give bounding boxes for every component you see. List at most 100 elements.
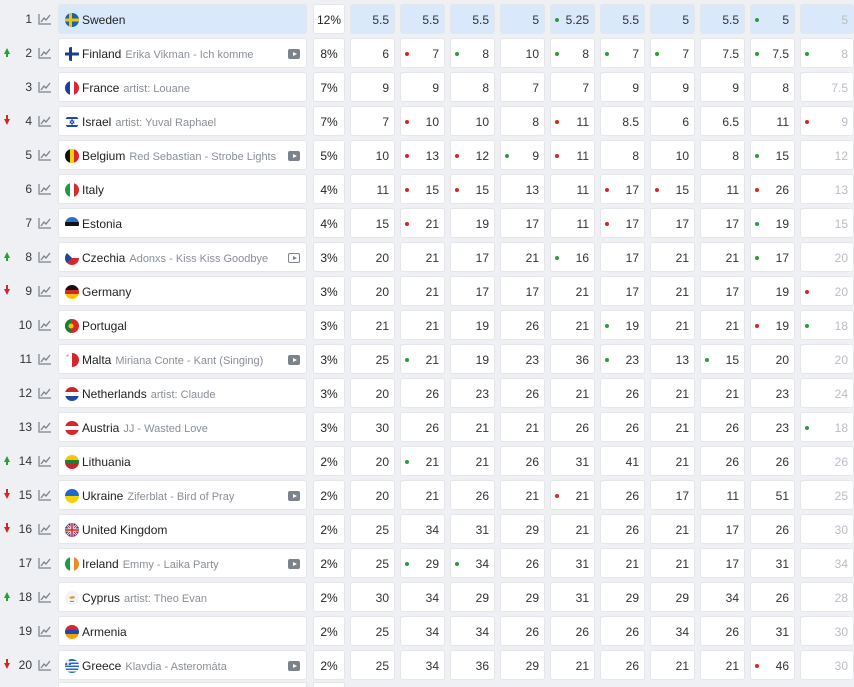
trend-chart-icon[interactable]	[38, 319, 52, 331]
table-row[interactable]: 13 Austria JJ - Wasted Love 3% 30 26 21 21 26 26 2…	[0, 412, 854, 446]
odds-cell[interactable]: 34	[450, 548, 495, 578]
odds-cell[interactable]: 41	[600, 446, 645, 476]
odds-cell[interactable]: 15	[750, 140, 795, 170]
odds-cell[interactable]: 20	[800, 276, 854, 306]
table-row[interactable]: 11 Malta Miriana Conte - Kant (Singing) 3% 2…	[0, 344, 854, 378]
odds-cell[interactable]: 13	[400, 140, 445, 170]
video-play-icon[interactable]	[288, 253, 300, 263]
trend-chart-icon[interactable]	[38, 285, 52, 297]
table-row[interactable]: 3 France artist: Louane 7% 9 9 8 7 7 9 9 9 8 7.5	[0, 72, 854, 106]
odds-cell[interactable]: 34	[400, 616, 445, 646]
country-cell[interactable]: Armenia	[58, 616, 307, 646]
odds-cell[interactable]: 7	[550, 72, 595, 102]
table-row[interactable]: 15 Ukraine Ziferblat - Bird of Pray 2% 20 21 2…	[0, 480, 854, 514]
odds-cell[interactable]: 17	[450, 276, 495, 306]
odds-cell[interactable]: 9	[800, 106, 854, 136]
odds-cell[interactable]: 5	[500, 4, 545, 34]
odds-cell[interactable]: 7	[400, 38, 445, 68]
odds-cell[interactable]: 21	[550, 310, 595, 340]
odds-cell[interactable]: 10	[500, 38, 545, 68]
odds-cell[interactable]: 21	[650, 650, 695, 680]
odds-cell[interactable]: 25	[350, 650, 395, 680]
odds-cell[interactable]: 5	[650, 4, 695, 34]
table-row[interactable]: 5 Belgium Red Sebastian - Strobe Lights 5% 1…	[0, 140, 854, 174]
odds-cell[interactable]: 11	[700, 174, 745, 204]
odds-cell[interactable]: 36	[550, 344, 595, 374]
odds-cell[interactable]: 26	[500, 616, 545, 646]
trend-chart-icon[interactable]	[38, 659, 52, 671]
odds-cell[interactable]: 23	[750, 378, 795, 408]
odds-cell[interactable]: 17	[600, 208, 645, 238]
odds-cell[interactable]: 20	[800, 344, 854, 374]
odds-cell[interactable]: 21	[550, 480, 595, 510]
odds-cell[interactable]: 19	[750, 276, 795, 306]
odds-cell[interactable]: 29	[400, 548, 445, 578]
odds-cell[interactable]: 26	[500, 310, 545, 340]
country-cell[interactable]: Estonia	[58, 208, 307, 238]
odds-cell[interactable]: 34	[450, 616, 495, 646]
country-cell[interactable]: Lithuania	[58, 446, 307, 476]
odds-cell[interactable]: 34	[400, 582, 445, 612]
odds-cell[interactable]: 26	[600, 412, 645, 442]
odds-cell[interactable]: 20	[800, 242, 854, 272]
odds-cell[interactable]: 34	[700, 582, 745, 612]
country-cell[interactable]: Cyprus artist: Theo Evan	[58, 582, 307, 612]
odds-cell[interactable]: 17	[450, 242, 495, 272]
odds-cell[interactable]: 7	[500, 72, 545, 102]
country-cell[interactable]: Belgium Red Sebastian - Strobe Lights	[58, 140, 307, 170]
trend-chart-icon[interactable]	[38, 591, 52, 603]
odds-cell[interactable]: 34	[400, 650, 445, 680]
odds-cell[interactable]: 19	[750, 208, 795, 238]
odds-cell[interactable]: 11	[550, 106, 595, 136]
odds-cell[interactable]: 17	[700, 276, 745, 306]
odds-cell[interactable]: 17	[750, 242, 795, 272]
odds-cell[interactable]: 26	[500, 446, 545, 476]
odds-cell[interactable]: 26	[400, 378, 445, 408]
trend-chart-icon[interactable]	[38, 81, 52, 93]
odds-cell[interactable]: 17	[500, 276, 545, 306]
table-row[interactable]: 6 Italy 4% 11 15 15 13 11 17 15 11 26 13	[0, 174, 854, 208]
odds-cell[interactable]: 30	[800, 514, 854, 544]
odds-cell[interactable]: 21	[400, 310, 445, 340]
odds-cell[interactable]: 17	[500, 208, 545, 238]
odds-cell[interactable]: 5.25	[550, 4, 595, 34]
odds-cell[interactable]: 6.5	[700, 106, 745, 136]
trend-chart-icon[interactable]	[38, 217, 52, 229]
odds-cell[interactable]: 8	[700, 140, 745, 170]
odds-cell[interactable]: 9	[650, 72, 695, 102]
odds-cell[interactable]: 8	[550, 38, 595, 68]
odds-cell[interactable]: 13	[650, 344, 695, 374]
odds-cell[interactable]: 34	[800, 548, 854, 578]
odds-cell[interactable]: 26	[600, 378, 645, 408]
odds-cell[interactable]: 23	[500, 344, 545, 374]
trend-chart-icon[interactable]	[38, 251, 52, 263]
odds-cell[interactable]: 7.5	[800, 72, 854, 102]
table-row[interactable]: 8 Czechia Adonxs - Kiss Kiss Goodbye 3% 20 21…	[0, 242, 854, 276]
country-cell[interactable]: Ireland Emmy - Laika Party	[58, 548, 307, 578]
odds-cell[interactable]: 31	[550, 582, 595, 612]
odds-cell[interactable]: 21	[400, 276, 445, 306]
table-row[interactable]: 18 Cyprus artist: Theo Evan 2% 30 34 29 29 31 29 2…	[0, 582, 854, 616]
country-cell[interactable]: Sweden	[58, 4, 307, 34]
table-row[interactable]: 2 Finland Erika Vikman - Ich komme 8% 6 7 8 10 8…	[0, 38, 854, 72]
table-row[interactable]: 20 Greece Klavdia - Asteromáta 2% 25 34 36 29 21…	[0, 650, 854, 684]
odds-cell[interactable]: 11	[750, 106, 795, 136]
trend-chart-icon[interactable]	[38, 387, 52, 399]
country-cell[interactable]: Finland Erika Vikman - Ich komme	[58, 38, 307, 68]
odds-cell[interactable]: 11	[550, 140, 595, 170]
odds-cell[interactable]: 11	[350, 174, 395, 204]
odds-cell[interactable]: 46	[750, 650, 795, 680]
odds-cell[interactable]: 21	[500, 242, 545, 272]
odds-cell[interactable]: 26	[750, 514, 795, 544]
table-row[interactable]: 7 Estonia 4% 15 21 19 17 11 17 17 17 19 15	[0, 208, 854, 242]
odds-cell[interactable]: 21	[450, 446, 495, 476]
table-row[interactable]: 9 Germany 3% 20 21 17 17 21 17 21 17 19 20	[0, 276, 854, 310]
odds-cell[interactable]: 21	[350, 310, 395, 340]
trend-chart-icon[interactable]	[38, 523, 52, 535]
odds-cell[interactable]: 31	[550, 446, 595, 476]
odds-cell[interactable]: 17	[700, 208, 745, 238]
odds-cell[interactable]: 30	[350, 582, 395, 612]
odds-cell[interactable]: 12	[800, 140, 854, 170]
odds-cell[interactable]: 7	[600, 38, 645, 68]
table-row[interactable]: 16 United Kingdom 2% 25 34 31 29 21 26 21 17 26 30	[0, 514, 854, 548]
